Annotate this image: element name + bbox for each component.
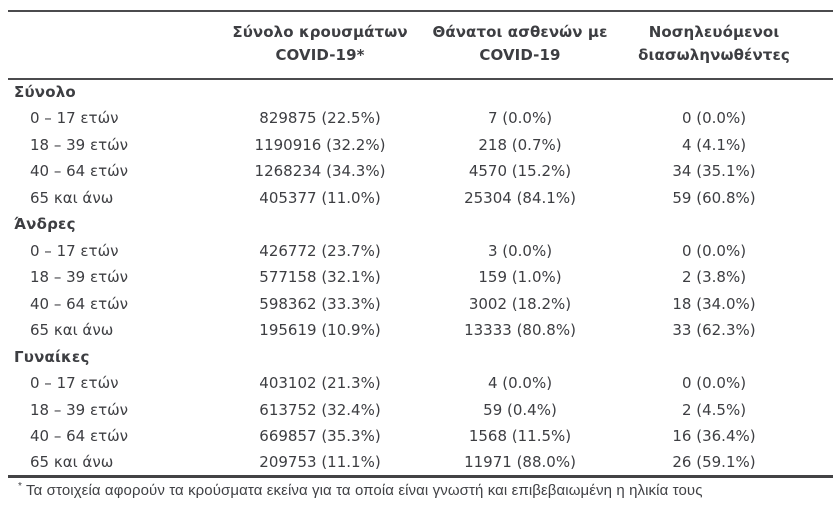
covid-age-statistics-table: Σύνολο κρουσμάτων COVID-19* Θάνατοι ασθε… — [8, 10, 833, 478]
cases-value: 577158 (32.1%) — [259, 268, 381, 287]
group-label: Άνδρες — [14, 215, 76, 234]
intubated-value: 4 (4.1%) — [681, 135, 747, 154]
cases-value: 209753 (11.1%) — [259, 453, 381, 471]
deaths-value: 218 (0.7%) — [478, 135, 562, 154]
deaths-value: 7 (0.0%) — [487, 109, 553, 128]
intubated-value: 18 (34.0%) — [672, 294, 756, 313]
age-band-label: 65 και άνω — [30, 453, 114, 471]
table-row: 65 και άνω 209753 (11.1%) 11971 (88.0%) … — [8, 450, 833, 477]
age-band-label: 0 – 17 ετών — [30, 109, 119, 128]
cases-value: 1268234 (34.3%) — [254, 162, 386, 181]
deaths-value: 3 (0.0%) — [487, 241, 553, 260]
deaths-value: 13333 (80.8%) — [464, 321, 576, 340]
column-header-line1: Θάνατοι ασθενών με — [432, 23, 608, 41]
age-band-label: 65 και άνω — [30, 188, 114, 207]
age-band-label: 18 – 39 ετών — [30, 400, 129, 419]
age-band-label: 40 – 64 ετών — [30, 162, 129, 181]
intubated-value: 33 (62.3%) — [672, 321, 756, 340]
intubated-value: 2 (4.5%) — [681, 400, 747, 419]
intubated-value: 0 (0.0%) — [681, 241, 747, 260]
deaths-value: 59 (0.4%) — [483, 400, 557, 419]
table-row: 65 και άνω 195619 (10.9%) 13333 (80.8%) … — [8, 317, 833, 344]
age-band-label: 65 και άνω — [30, 321, 114, 340]
cases-value: 598362 (33.3%) — [259, 294, 381, 313]
header-row: Σύνολο κρουσμάτων COVID-19* Θάνατοι ασθε… — [8, 11, 833, 79]
table-row: 18 – 39 ετών 613752 (32.4%) 59 (0.4%) 2 … — [8, 397, 833, 424]
deaths-value: 11971 (88.0%) — [464, 453, 576, 471]
table-row: 40 – 64 ετών 669857 (35.3%) 1568 (11.5%)… — [8, 423, 833, 450]
table-row: 0 – 17 ετών 403102 (21.3%) 4 (0.0%) 0 (0… — [8, 370, 833, 397]
column-header-intubated: Νοσηλευόμενοι διασωληνωθέντες — [620, 11, 833, 79]
corner-cell — [8, 11, 220, 79]
cases-value: 195619 (10.9%) — [259, 321, 381, 340]
group-row-total: Σύνολο — [8, 79, 833, 106]
deaths-value: 159 (1.0%) — [478, 268, 562, 287]
intubated-value: 0 (0.0%) — [681, 109, 747, 128]
table-row: 0 – 17 ετών 829875 (22.5%) 7 (0.0%) 0 (0… — [8, 105, 833, 132]
column-header-deaths: Θάνατοι ασθενών με COVID-19 — [420, 11, 620, 79]
deaths-value: 25304 (84.1%) — [464, 188, 576, 207]
footnote-text: Τα στοιχεία αφορούν τα κρούσματα εκείνα … — [26, 481, 703, 499]
intubated-value: 0 (0.0%) — [681, 374, 747, 393]
table-row: 40 – 64 ετών 1268234 (34.3%) 4570 (15.2%… — [8, 158, 833, 185]
intubated-value: 34 (35.1%) — [672, 162, 756, 181]
cases-value: 1190916 (32.2%) — [254, 135, 386, 154]
table-row: 0 – 17 ετών 426772 (23.7%) 3 (0.0%) 0 (0… — [8, 238, 833, 265]
table-row: 40 – 64 ετών 598362 (33.3%) 3002 (18.2%)… — [8, 291, 833, 318]
intubated-value: 26 (59.1%) — [672, 453, 756, 471]
age-band-label: 0 – 17 ετών — [30, 374, 119, 393]
table-footnote: * Τα στοιχεία αφορούν τα κρούσματα εκείνα… — [8, 480, 833, 499]
deaths-value: 4570 (15.2%) — [468, 162, 572, 181]
age-band-label: 18 – 39 ετών — [30, 135, 129, 154]
deaths-value: 1568 (11.5%) — [468, 427, 572, 446]
deaths-value: 3002 (18.2%) — [468, 294, 572, 313]
column-header-total-cases: Σύνολο κρουσμάτων COVID-19* — [220, 11, 420, 79]
intubated-value: 16 (36.4%) — [672, 427, 756, 446]
column-header-line2: COVID-19 — [479, 46, 561, 65]
cases-value: 426772 (23.7%) — [259, 241, 381, 260]
age-band-label: 18 – 39 ετών — [30, 268, 129, 287]
table-row: 18 – 39 ετών 577158 (32.1%) 159 (1.0%) 2… — [8, 264, 833, 291]
group-row-men: Άνδρες — [8, 211, 833, 238]
intubated-value: 59 (60.8%) — [672, 188, 756, 207]
footnote-asterisk: * — [18, 480, 22, 492]
cases-value: 669857 (35.3%) — [259, 427, 381, 446]
cases-value: 613752 (32.4%) — [259, 400, 381, 419]
intubated-value: 2 (3.8%) — [681, 268, 747, 287]
column-header-line2: διασωληνωθέντες — [638, 46, 790, 65]
group-label: Σύνολο — [14, 83, 76, 102]
age-band-label: 40 – 64 ετών — [30, 427, 129, 446]
group-label: Γυναίκες — [14, 347, 90, 366]
age-band-label: 0 – 17 ετών — [30, 241, 119, 260]
cases-value: 403102 (21.3%) — [259, 374, 381, 393]
table-row: 65 και άνω 405377 (11.0%) 25304 (84.1%) … — [8, 185, 833, 212]
table-row: 18 – 39 ετών 1190916 (32.2%) 218 (0.7%) … — [8, 132, 833, 159]
age-band-label: 40 – 64 ετών — [30, 294, 129, 313]
cases-value: 829875 (22.5%) — [259, 109, 381, 128]
column-header-line1: Νοσηλευόμενοι — [648, 23, 780, 41]
deaths-value: 4 (0.0%) — [487, 374, 553, 393]
column-header-line1: Σύνολο κρουσμάτων — [232, 23, 408, 41]
cases-value: 405377 (11.0%) — [259, 188, 381, 207]
column-header-line2: COVID-19* — [275, 46, 365, 65]
group-row-women: Γυναίκες — [8, 344, 833, 371]
